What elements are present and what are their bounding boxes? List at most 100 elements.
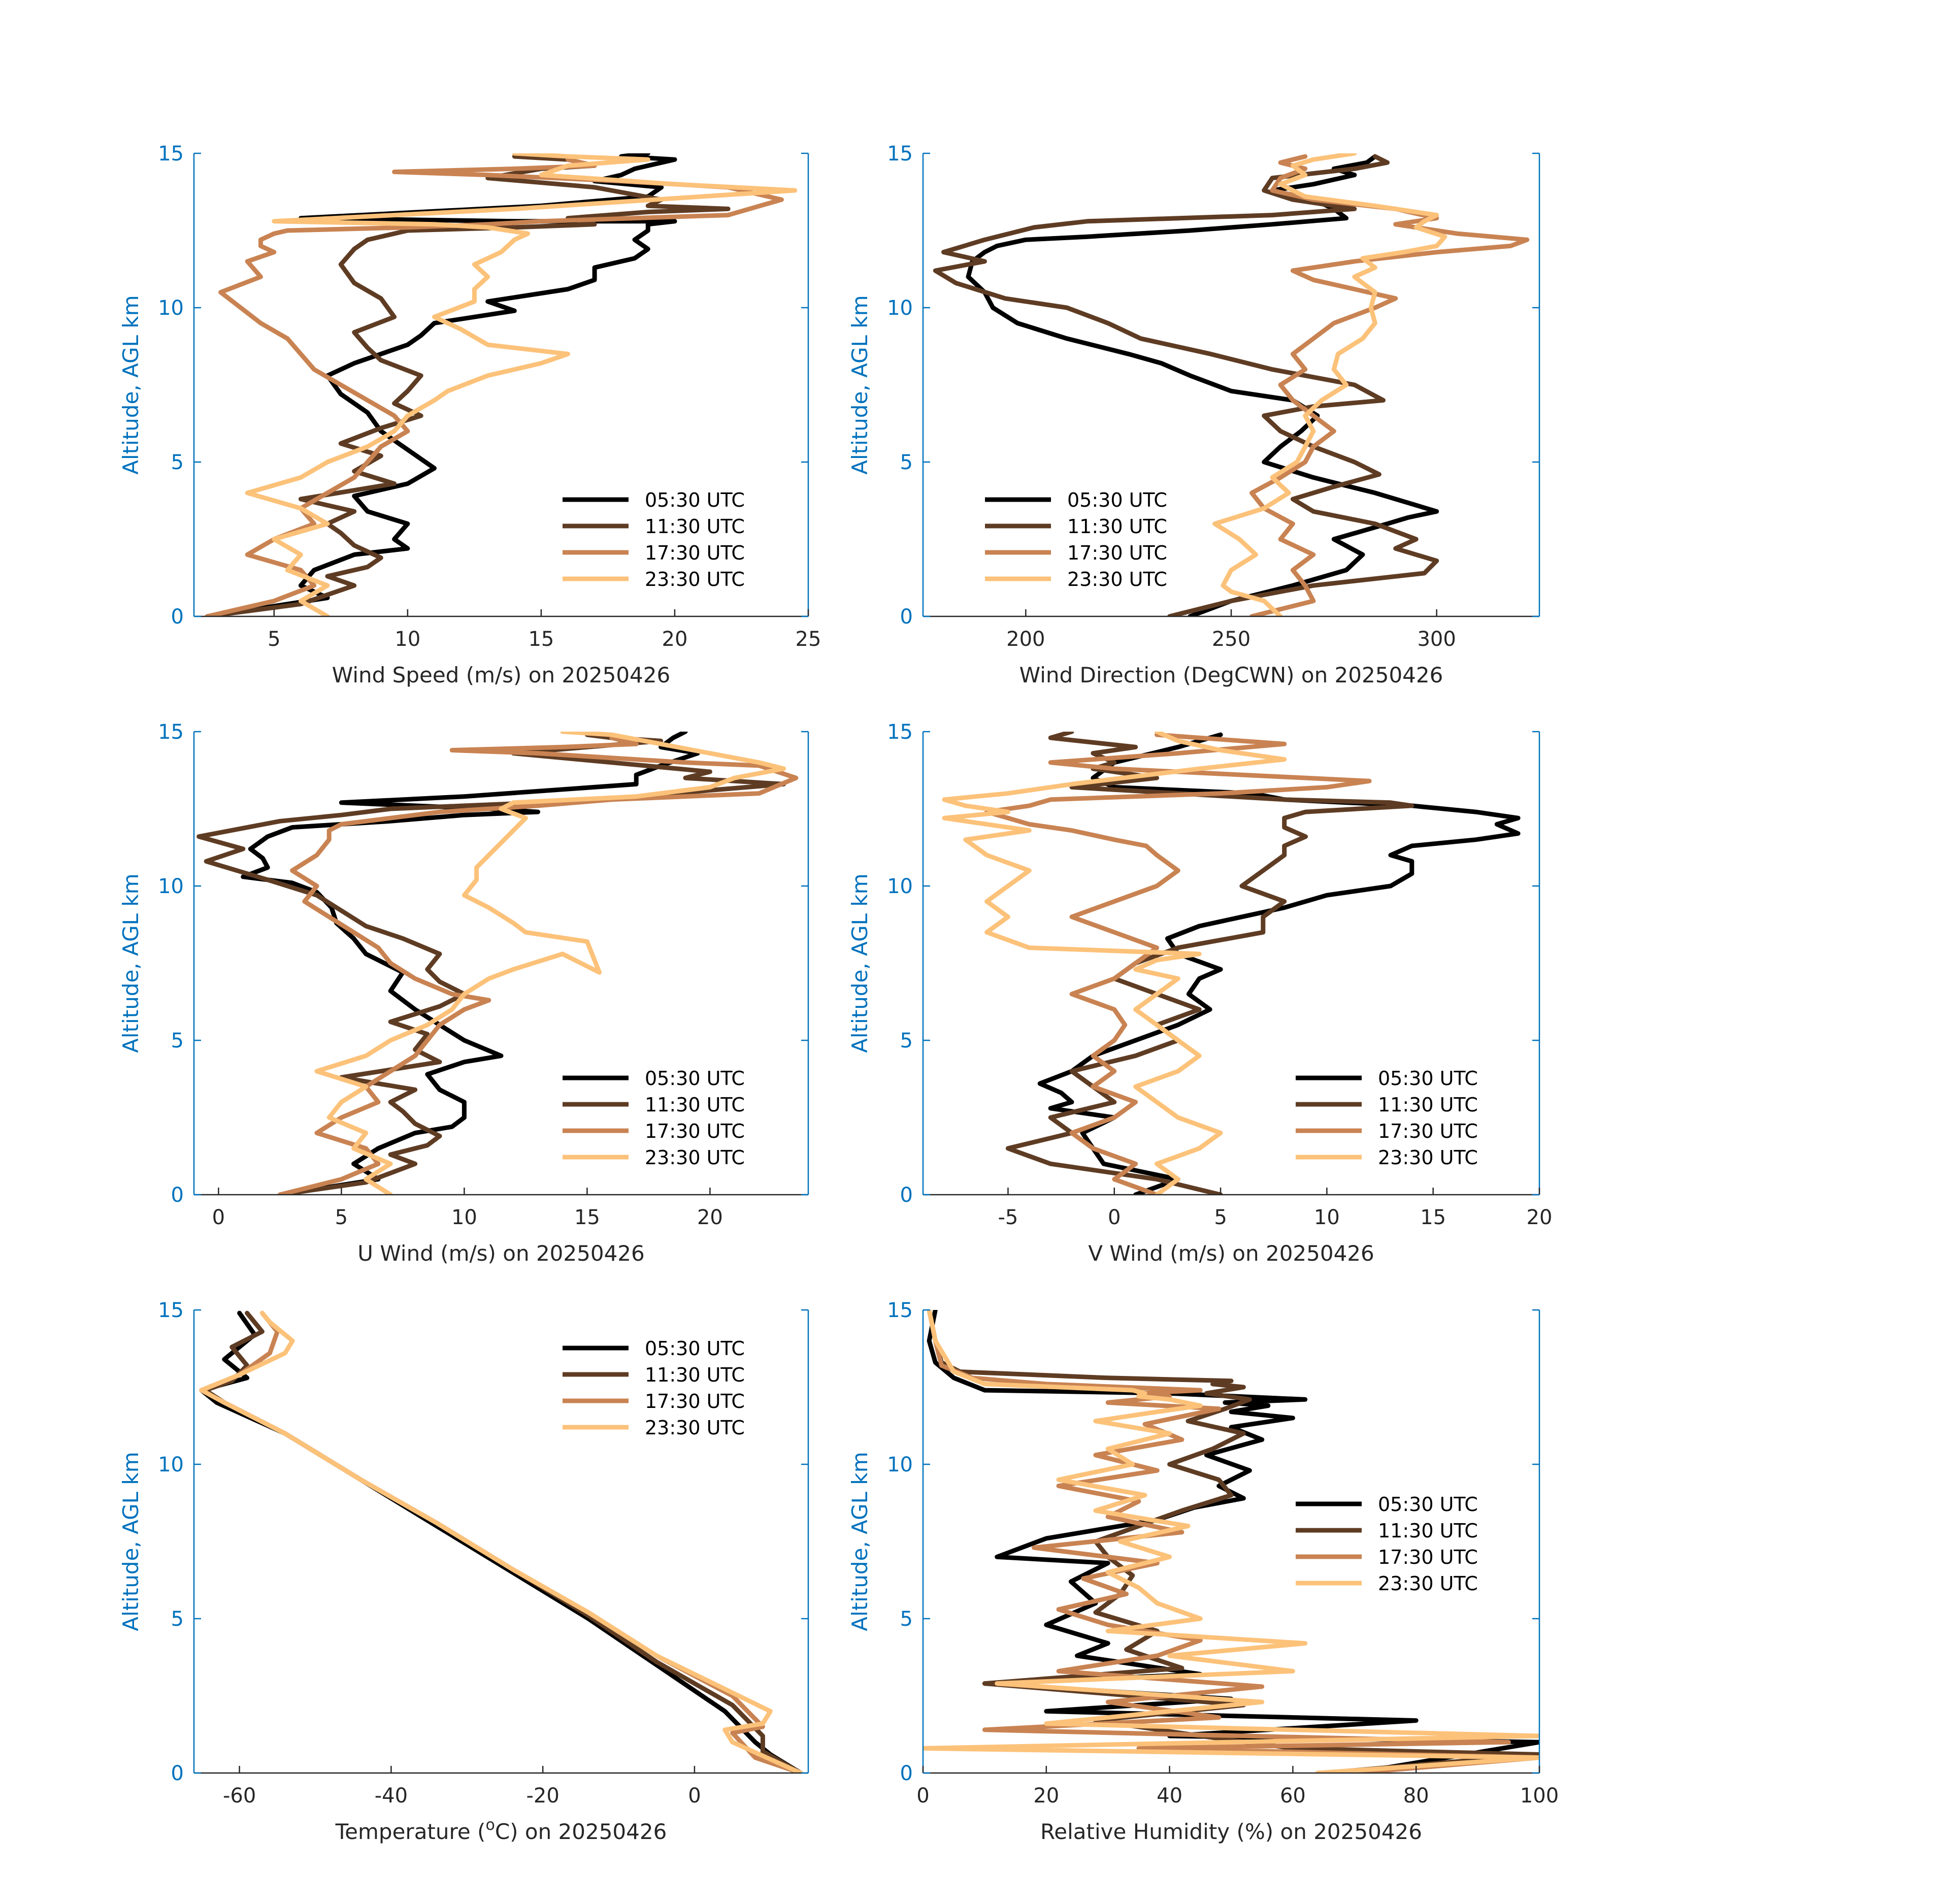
u-wind-subplot: 0 5 10 15 20 0 5 10 15 U Wind (m/s) on 20250426 Al… [118,720,809,1266]
v-wind-series-line-1 [1005,732,1414,1195]
wind-direction-series-line-3 [1212,153,1447,616]
u-wind-xtick-label: 10 [451,1206,477,1229]
wind-direction-xlabel: Wind Direction (DegCWN) on 20250426 [1019,663,1443,687]
wind-direction-legend-label: 17:30 UTC [1067,542,1167,564]
v-wind-xtick-label: 10 [1314,1206,1340,1229]
wind-direction-legend-label: 11:30 UTC [1067,515,1167,538]
u-wind-ytick-label: 15 [158,720,184,744]
v-wind-series-line-3 [942,732,1287,1195]
relative-humidity-xlabel: Relative Humidity (%) on 20250426 [1040,1819,1422,1844]
u-wind-ytick-label: 0 [171,1184,184,1207]
v-wind-xtick-label: 15 [1420,1206,1446,1229]
temperature-series-group [199,1310,803,1773]
u-wind-xtick-label: 0 [212,1206,225,1229]
wind-speed-subplot: 5 10 15 20 25 0 5 10 15 Wind Speed (m/s) on 20250… [118,142,821,687]
wind-direction-legend-label: 23:30 UTC [1067,568,1167,590]
wind-speed-legend-label: 05:30 UTC [645,489,745,511]
u-wind-ylabel: Altitude, AGL km [118,873,143,1053]
v-wind-legend-label: 05:30 UTC [1378,1067,1478,1090]
wind-speed-legend: 05:30 UTC 11:30 UTC 17:30 UTC 23:30 UTC [563,489,745,590]
relative-humidity-ylabel: Altitude, AGL km [847,1452,872,1631]
wind-speed-xtick-label: 5 [268,628,280,651]
temperature-xtick-label: -20 [526,1784,559,1808]
wind-speed-legend-label: 17:30 UTC [645,542,745,564]
relative-humidity-xtick-label: 0 [916,1784,929,1808]
v-wind-ylabel: Altitude, AGL km [847,873,872,1053]
wind-speed-xtick-label: 15 [528,628,554,651]
temperature-legend-label: 05:30 UTC [645,1337,745,1360]
temperature-subplot: -60 -40 -20 0 0 5 10 15 Temperature (oC) on 2025… [118,1299,809,1844]
wind-direction-ytick-label: 5 [900,451,913,474]
relative-humidity-ytick-label: 10 [887,1453,913,1476]
temperature-xlabel: Temperature (oC) on 20250426 [335,1816,667,1844]
wind-direction-series-line-1 [933,154,1439,616]
v-wind-ytick-label: 15 [887,720,913,744]
wind-direction-ytick-label: 15 [887,142,913,166]
wind-speed-xlabel: Wind Speed (m/s) on 20250426 [332,663,670,687]
relative-humidity-ytick-label: 0 [900,1762,913,1785]
relative-humidity-legend-label: 23:30 UTC [1378,1572,1478,1595]
wind-direction-series-group [933,153,1530,616]
u-wind-ytick-label: 5 [171,1029,184,1053]
v-wind-xlabel: V Wind (m/s) on 20250426 [1088,1241,1374,1266]
u-wind-xtick-label: 15 [574,1206,600,1229]
relative-humidity-xtick-label: 40 [1157,1784,1182,1808]
v-wind-legend-label: 23:30 UTC [1378,1146,1478,1169]
wind-direction-xtick-label: 300 [1417,628,1456,651]
u-wind-legend-label: 11:30 UTC [645,1094,745,1116]
relative-humidity-series-line-2 [927,1310,1539,1773]
u-wind-xlabel: U Wind (m/s) on 20250426 [357,1241,645,1266]
temperature-ytick-label: 0 [171,1762,184,1785]
v-wind-xtick-label: 5 [1214,1206,1227,1229]
v-wind-subplot: -5 0 5 10 15 20 0 5 10 15 V Wind (m/s) on 20250426… [847,720,1552,1266]
temperature-ytick-label: 15 [158,1299,184,1322]
u-wind-series-line-3 [314,732,786,1195]
wind-speed-xtick-label: 20 [662,628,688,651]
u-wind-legend-label: 17:30 UTC [645,1120,745,1142]
u-wind-legend-label: 23:30 UTC [645,1146,745,1169]
wind-speed-xtick-label: 10 [394,628,420,651]
u-wind-xtick-label: 20 [697,1206,723,1229]
wind-direction-legend-label: 05:30 UTC [1067,489,1167,511]
v-wind-ytick-label: 0 [900,1184,913,1207]
temperature-xtick-label: 0 [688,1784,701,1808]
wind-speed-xtick-label: 25 [796,628,821,651]
v-wind-xtick-label: 0 [1108,1206,1121,1229]
wind-speed-legend-label: 11:30 UTC [645,515,745,538]
relative-humidity-ytick-label: 5 [900,1607,913,1631]
temperature-ytick-label: 5 [171,1607,184,1631]
temperature-ylabel: Altitude, AGL km [118,1452,143,1631]
relative-humidity-ytick-label: 15 [887,1299,913,1322]
wind-direction-xtick-label: 200 [1006,628,1045,651]
wind-speed-series-group [205,153,798,616]
temperature-legend-label: 17:30 UTC [645,1390,745,1413]
relative-humidity-subplot: 0 20 40 60 80 100 0 5 10 15 Relative Humidity (%) … [847,1299,1559,1844]
relative-humidity-xtick-label: 100 [1520,1784,1559,1808]
u-wind-series-line-1 [196,732,786,1195]
temperature-legend: 05:30 UTC 11:30 UTC 17:30 UTC 23:30 UTC [563,1337,745,1439]
v-wind-series-group [942,732,1521,1195]
relative-humidity-xtick-label: 80 [1403,1784,1429,1808]
temperature-legend-label: 23:30 UTC [645,1417,745,1439]
temperature-xtick-label: -60 [223,1784,256,1808]
wind-speed-ylabel: Altitude, AGL km [118,295,143,474]
v-wind-xtick-label: 20 [1527,1206,1553,1229]
relative-humidity-legend-label: 05:30 UTC [1378,1493,1478,1516]
wind-direction-ytick-label: 10 [887,297,913,320]
wind-direction-ylabel: Altitude, AGL km [847,295,872,474]
wind-speed-ytick-label: 5 [171,451,184,474]
wind-direction-subplot: 200 250 300 0 5 10 15 Wind Direction (DegCWN) o… [847,142,1540,687]
u-wind-ytick-label: 10 [158,875,184,898]
wind-speed-ytick-label: 10 [158,297,184,320]
wind-direction-legend: 05:30 UTC 11:30 UTC 17:30 UTC 23:30 UTC [985,489,1167,590]
wind-speed-series-line-0 [205,153,677,616]
v-wind-ytick-label: 5 [900,1029,913,1053]
wind-speed-ytick-label: 15 [158,142,184,166]
wind-direction-xtick-label: 250 [1212,628,1250,651]
temperature-xtick-label: -40 [375,1784,408,1808]
v-wind-xtick-label: -5 [998,1206,1018,1229]
v-wind-ytick-label: 10 [887,875,913,898]
